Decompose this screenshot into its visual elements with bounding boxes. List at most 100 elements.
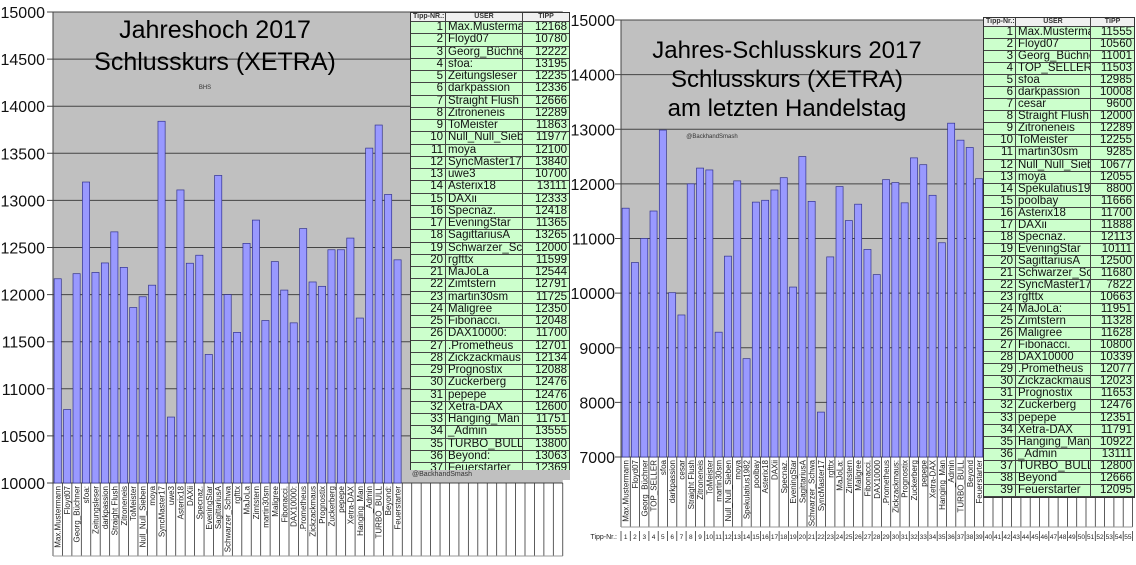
tipp-number-cell: 37 bbox=[411, 463, 446, 475]
bar bbox=[195, 254, 204, 484]
x-tick-label: Fibonacci. bbox=[280, 486, 289, 522]
right-tips-table: Tipp-Nr.:USERTIPP1Max.Mustermann115552Fl… bbox=[983, 17, 1135, 498]
bar bbox=[677, 314, 686, 458]
tipp-number-cell: 18 bbox=[411, 230, 446, 242]
table-row: 39 Feuerstarter 12095 bbox=[984, 484, 1134, 497]
tipp-value-cell: 12800 bbox=[1100, 460, 1132, 472]
tipp-number-cell: 37 bbox=[984, 460, 1016, 472]
table-row: 15 DAXii 12333 bbox=[411, 193, 569, 206]
tipp-number-cell: 5 bbox=[984, 75, 1016, 87]
tipp-value-cell: 12095 bbox=[1100, 484, 1132, 496]
bar bbox=[761, 199, 770, 458]
tipp-value-cell: 7822 bbox=[1106, 279, 1132, 291]
tipp-nr-label: 28 bbox=[873, 534, 881, 541]
tipp-number-cell: 19 bbox=[411, 242, 446, 254]
tipp-number-cell: 18 bbox=[984, 231, 1016, 243]
tipp-number-cell: 8 bbox=[411, 107, 446, 119]
user-cell: MaJoLa bbox=[446, 267, 523, 279]
table-row: 34 Xetra-DAX 11791 bbox=[984, 424, 1134, 437]
left-tips-table: Tipp-NR.:USERTIPP1Max.Mustermann121682Fl… bbox=[410, 12, 570, 477]
user-cell: Max.Mustermann bbox=[1016, 27, 1091, 39]
tipp-nr-label: 55 bbox=[1124, 534, 1132, 541]
tipp-value-cell: 13555 bbox=[535, 426, 567, 438]
table-row: 9 ToMeister 11863 bbox=[411, 120, 569, 133]
bar bbox=[817, 411, 825, 458]
tipp-nr-label: 32 bbox=[910, 534, 918, 541]
user-cell: EveningStar bbox=[1016, 243, 1091, 255]
tipp-value-cell: 11791 bbox=[1100, 424, 1132, 436]
y-tick-label: 13000 bbox=[571, 122, 616, 139]
tipp-nr-label: 13 bbox=[734, 534, 742, 541]
table-row: 3 Georg_Büchner 12222 bbox=[411, 46, 569, 59]
x-tick-label: Asterix18 bbox=[176, 485, 185, 519]
bar bbox=[138, 296, 147, 484]
bar bbox=[63, 409, 72, 484]
tipp-number-cell: 21 bbox=[411, 267, 446, 279]
user-cell: Zitroneneis bbox=[1016, 123, 1091, 135]
tipp-nr-label: 14 bbox=[743, 534, 751, 541]
x-tick-label: pepepe bbox=[337, 485, 346, 512]
x-tick-label: pepepe bbox=[919, 459, 928, 486]
tipp-value-cell: 11328 bbox=[1100, 316, 1132, 328]
user-cell: TOP_SELLER bbox=[1018, 63, 1091, 75]
tipp-nr-label: 22 bbox=[817, 534, 825, 541]
tipp-value-cell: 12476 bbox=[535, 389, 567, 401]
x-tick-label: DAXii bbox=[770, 460, 779, 480]
tipp-nr-label: 24 bbox=[836, 534, 844, 541]
bar bbox=[956, 139, 965, 458]
tipp-nr-label: 54 bbox=[1115, 534, 1123, 541]
tipp-value-cell: 12666 bbox=[1100, 472, 1132, 484]
x-tick-label: poolbay bbox=[752, 460, 761, 488]
bar bbox=[308, 281, 317, 484]
tipp-value-cell: 13111 bbox=[1101, 448, 1132, 460]
bar bbox=[280, 289, 289, 484]
table-row: 10 ToMeister 12255 bbox=[984, 135, 1134, 148]
table-row: 9 Zitroneneis 12289 bbox=[984, 123, 1134, 136]
tipp-nr-label: 7 bbox=[680, 534, 684, 541]
tipp-nr-label: 12 bbox=[724, 534, 732, 541]
tipp-number-cell: 7 bbox=[984, 99, 1016, 111]
table-row: 28 Zickzackmaus 12134 bbox=[411, 352, 569, 365]
table-row: 5 Zeitungsleser 12235 bbox=[411, 71, 569, 84]
user-cell: Feuerstarter bbox=[446, 463, 523, 475]
tipp-number-cell: 1 bbox=[411, 22, 446, 34]
x-tick-label: Specnaz. bbox=[780, 460, 789, 493]
user-cell: Feuerstarter bbox=[1016, 484, 1091, 496]
table-row: 23 rgfttx 10663 bbox=[984, 292, 1134, 305]
tipp-number-cell: 10 bbox=[411, 132, 446, 144]
tipp-number-cell: 6 bbox=[411, 83, 446, 95]
user-cell: TURBO_BULL bbox=[1018, 460, 1091, 472]
table-row: 8 Straight Flush 12000 bbox=[984, 111, 1134, 124]
x-tick-label: MaJoLa bbox=[243, 485, 252, 514]
x-tick-label: Fibonacci. bbox=[863, 460, 872, 496]
tipp-value-cell: 12500 bbox=[1100, 255, 1132, 267]
table-row: 18 Specnaz. 12113 bbox=[984, 231, 1134, 244]
x-tick-label: ToMeister bbox=[129, 486, 138, 521]
x-tick-label: cesar bbox=[677, 460, 686, 480]
table-header-cell: USER bbox=[446, 13, 523, 21]
tipp-nr-label: 6 bbox=[670, 534, 674, 541]
tipp-number-cell: 31 bbox=[984, 388, 1016, 400]
bar bbox=[110, 231, 119, 484]
table-row: 25 Fibonacci. 12048 bbox=[411, 316, 569, 329]
y-tick-label: 8000 bbox=[579, 395, 615, 412]
tipp-nr-label: 26 bbox=[855, 534, 863, 541]
user-cell: Maligree bbox=[446, 303, 523, 315]
x-tick-label: SagittariusA bbox=[214, 485, 223, 529]
user-cell: Prognostix bbox=[1016, 388, 1091, 400]
tipp-nr-label: 3 bbox=[642, 534, 646, 541]
user-cell: Zimtstern bbox=[1016, 316, 1091, 328]
chart-title-line: Jahreshoch 2017 bbox=[119, 16, 311, 44]
table-row: 24 Maligree 12350 bbox=[411, 303, 569, 316]
x-tick-label: darkpassion bbox=[101, 486, 110, 529]
bar bbox=[82, 181, 90, 484]
user-cell: TURBO_BULL bbox=[448, 438, 523, 450]
bar bbox=[789, 286, 797, 458]
tipp-value-cell: 12544 bbox=[535, 267, 567, 278]
table-row: 26 DAX10000: 11700 bbox=[411, 328, 569, 341]
tipp-number-cell: 29 bbox=[984, 364, 1016, 376]
user-cell: darkpassion bbox=[446, 83, 523, 95]
table-row: 27 .Prometheus 12701 bbox=[411, 340, 569, 353]
chart-title-line: Jahres-Schlusskurs 2017 bbox=[652, 37, 921, 64]
